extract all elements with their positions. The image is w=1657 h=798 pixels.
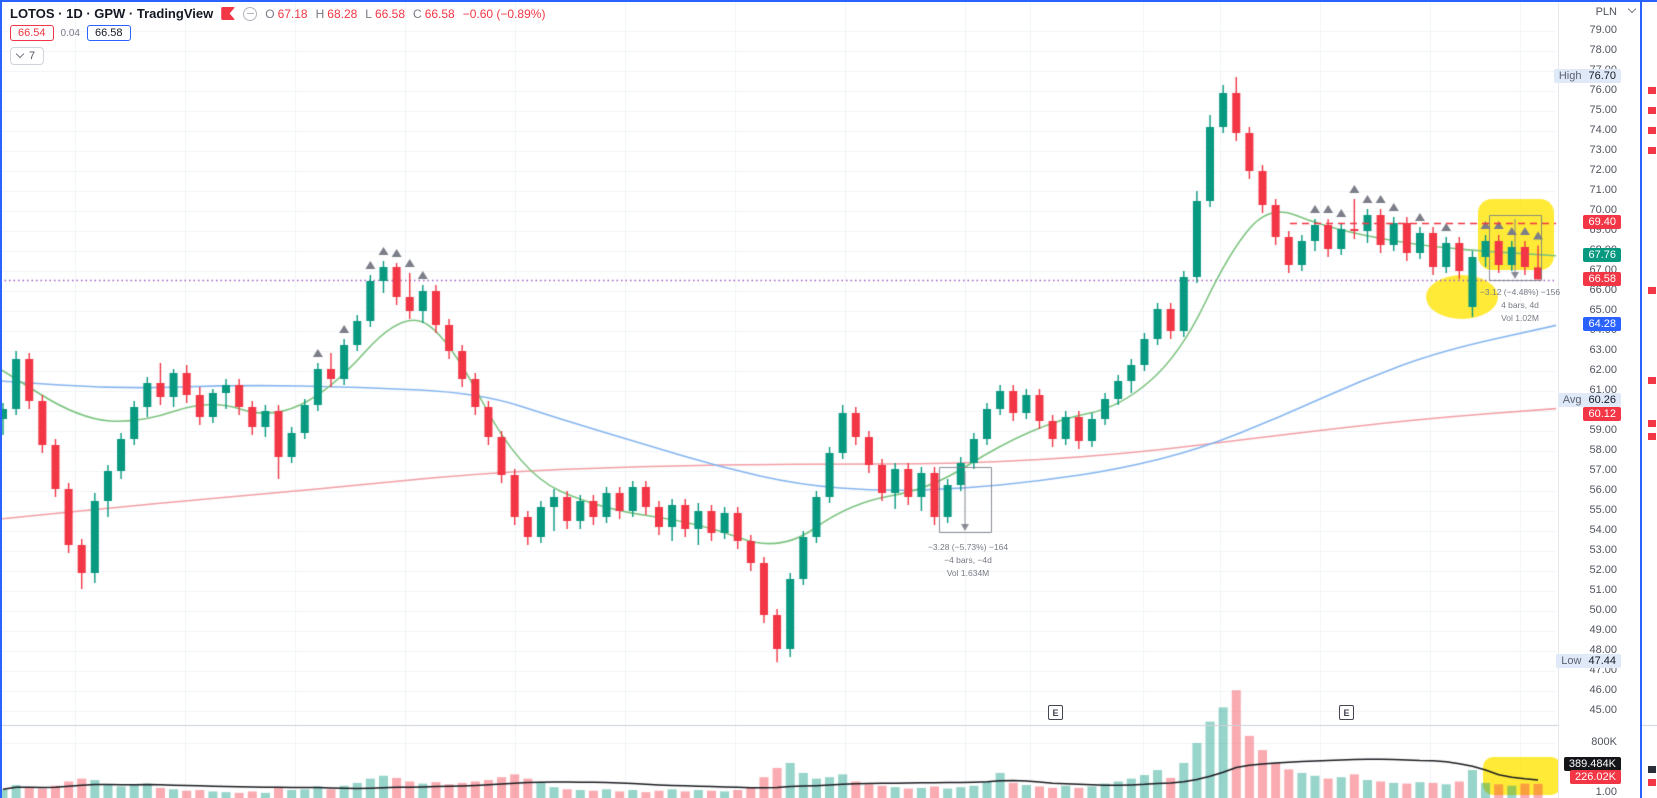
last-price-label: 66.58 <box>1583 272 1621 286</box>
price-tick-label: 49.00 <box>1589 624 1617 636</box>
ma-mid-price-label: 64.28 <box>1583 317 1621 331</box>
measure-tooltip: −3.12 (−4.48%) −156 4 bars, 4d Vol 1.02M <box>1479 287 1561 323</box>
low-price-label: Low 47.44 <box>1556 654 1621 668</box>
right-strip-mark <box>1648 779 1656 786</box>
price-tick-label: 50.00 <box>1589 604 1617 616</box>
spread-value: 0.04 <box>60 27 80 39</box>
close-value: 66.58 <box>424 6 455 21</box>
hidden-indicators-count: 7 <box>29 49 36 62</box>
price-tick-label: 59.00 <box>1589 424 1617 436</box>
right-strip-mark <box>1648 420 1656 427</box>
earnings-icon[interactable]: E <box>1339 705 1354 720</box>
price-tick-label: 72.00 <box>1589 164 1617 176</box>
indicators-row: 7 <box>10 44 45 65</box>
volume-bottom-label: 1.00 <box>1595 786 1617 798</box>
high-price-label: High 76.70 <box>1553 69 1621 83</box>
price-tick-label: 46.00 <box>1589 684 1617 696</box>
open-value: 67.18 <box>277 6 308 21</box>
sell-button[interactable]: 66.54 <box>10 25 54 41</box>
currency-toggle[interactable]: PLN <box>1595 6 1617 18</box>
active-chart-border <box>0 0 1657 2</box>
symbol-title[interactable]: LOTOS · 1D · GPW · TradingView <box>10 6 214 21</box>
bid-ask-row: 66.54 0.04 66.58 <box>10 25 131 41</box>
price-tick-label: 57.00 <box>1589 464 1617 476</box>
low-value: 66.58 <box>374 6 406 21</box>
price-tick-label: 78.00 <box>1589 44 1617 56</box>
price-tick-label: 66.00 <box>1589 284 1617 296</box>
price-tick-label: 48.00 <box>1589 644 1617 656</box>
price-tick-label: 56.00 <box>1589 484 1617 496</box>
buy-button[interactable]: 66.58 <box>87 25 131 41</box>
high-label: H <box>315 6 325 21</box>
avg-price-label: Avg 60.26 <box>1557 393 1621 407</box>
price-tick-label: 79.00 <box>1589 24 1617 36</box>
low-label: L <box>365 6 372 21</box>
price-tick-label: 74.00 <box>1589 124 1617 136</box>
price-tick-label: 51.00 <box>1589 584 1617 596</box>
price-tick-label: 65.00 <box>1589 304 1617 316</box>
price-tick-label: 52.00 <box>1589 564 1617 576</box>
volume-last-label: 226.02K <box>1570 770 1621 784</box>
high-value: 68.28 <box>327 6 358 21</box>
ma-fast-price-label: 67.76 <box>1583 248 1621 262</box>
chevron-down-icon <box>15 49 25 59</box>
price-tick-label: 53.00 <box>1589 544 1617 556</box>
price-tick-label: 45.00 <box>1589 704 1617 716</box>
price-tick-label: 73.00 <box>1589 144 1617 156</box>
open-label: O <box>265 6 275 21</box>
right-strip-mark <box>1648 127 1656 134</box>
price-tick-label: 75.00 <box>1589 104 1617 116</box>
ma-slow-price-label: 60.12 <box>1583 407 1621 421</box>
change-value: −0.60 (−0.89%) <box>462 6 546 21</box>
volume-tick-label: 800K <box>1591 736 1617 748</box>
right-strip-mark <box>1648 147 1656 154</box>
right-strip-mark <box>1648 766 1656 773</box>
volume-ma-label: 389.484K <box>1563 757 1621 771</box>
axis-caret-icon[interactable] <box>1627 4 1637 14</box>
price-tick-label: 58.00 <box>1589 444 1617 456</box>
alert-price-label[interactable]: 69.40 <box>1583 215 1621 229</box>
right-strip-mark <box>1648 433 1656 440</box>
earnings-icon[interactable]: E <box>1048 705 1063 720</box>
price-tick-label: 76.00 <box>1589 84 1617 96</box>
price-tick-label: 55.00 <box>1589 504 1617 516</box>
price-axis[interactable]: PLN 79.0078.0077.0076.0075.0074.0073.007… <box>1553 0 1640 798</box>
right-strip-mark <box>1648 107 1656 114</box>
ohlc-values: O 67.18 H 68.28 L 66.58 C 66.58 <box>265 7 455 21</box>
price-tick-label: 62.00 <box>1589 364 1617 376</box>
logo-icon <box>221 7 236 20</box>
active-chart-border <box>0 0 2 798</box>
minus-circle-icon[interactable] <box>243 6 258 21</box>
price-tick-label: 63.00 <box>1589 344 1617 356</box>
right-strip-mark <box>1648 87 1656 94</box>
price-tick-label: 71.00 <box>1589 184 1617 196</box>
indicators-collapse-button[interactable]: 7 <box>10 46 45 65</box>
price-tick-label: 70.00 <box>1589 204 1617 216</box>
measure-tooltip: −3.28 (−5.73%) −164 −4 bars, −4d Vol 1.6… <box>927 542 1009 578</box>
price-tick-label: 54.00 <box>1589 524 1617 536</box>
right-strip-mark <box>1648 287 1656 294</box>
close-label: C <box>413 6 422 21</box>
active-chart-border <box>1640 0 1642 798</box>
right-strip-mark <box>1648 377 1656 384</box>
